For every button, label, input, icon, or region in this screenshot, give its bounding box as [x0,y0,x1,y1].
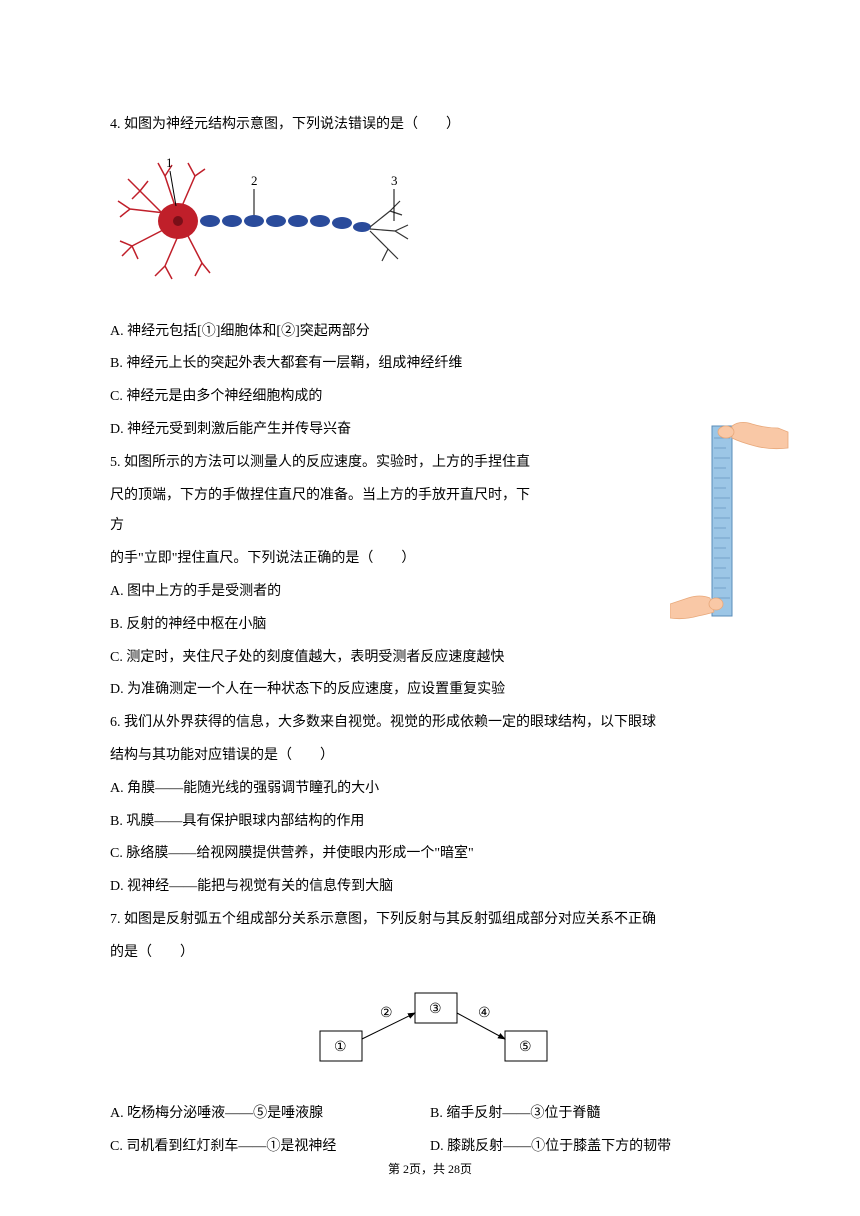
q6-stem-l2: 结构与其功能对应错误的是（ ） [110,741,750,772]
q5-stem-l1: 5. 如图所示的方法可以测量人的反应速度。实验时，上方的手捏住直 [110,448,530,479]
q5-diagram [670,418,790,636]
q4-text: 如图为神经元结构示意图，下列说法错误的是（ ） [124,117,460,132]
page-footer: 第 2页，共 28页 [0,1156,860,1182]
q5-num: 5. [110,455,121,470]
q4-option-a: A. 神经元包括[①]细胞体和[②]突起两部分 [110,317,750,348]
svg-text:⑤: ⑤ [519,1040,532,1055]
svg-text:③: ③ [429,1002,442,1017]
neuron-label-3: 3 [391,173,398,188]
q4-stem: 4. 如图为神经元结构示意图，下列说法错误的是（ ） [110,110,750,141]
svg-text:②: ② [380,1006,393,1021]
q4-diagram: 1 2 3 [110,151,750,299]
q6-option-d: D. 视神经——能把与视觉有关的信息传到大脑 [110,872,750,903]
q6-stem-l1: 6. 我们从外界获得的信息，大多数来自视觉。视觉的形成依赖一定的眼球结构，以下眼… [110,708,750,739]
q4-option-d: D. 神经元受到刺激后能产生并传导兴奋 [110,415,750,446]
q7-stem-l1: 7. 如图是反射弧五个组成部分关系示意图，下列反射与其反射弧组成部分对应关系不正… [110,905,750,936]
q7-stem-l2: 的是（ ） [110,938,750,969]
q5-stem-l3: 的手"立即"捏住直尺。下列说法正确的是（ ） [110,544,530,575]
q6-num: 6. [110,715,121,730]
q6-option-c: C. 脉络膜——给视网膜提供营养，并使眼内形成一个"暗室" [110,839,750,870]
q7-options-row1: A. 吃杨梅分泌唾液——⑤是唾液腺 B. 缩手反射——③位于脊髓 [110,1099,750,1132]
q6-option-b: B. 巩膜——具有保护眼球内部结构的作用 [110,807,750,838]
svg-text:④: ④ [478,1006,491,1021]
q6-option-a: A. 角膜——能随光线的强弱调节瞳孔的大小 [110,774,750,805]
svg-text:①: ① [334,1040,347,1055]
q7-option-b: B. 缩手反射——③位于脊髓 [430,1099,750,1130]
neuron-label-1: 1 [166,155,173,170]
q4-option-b: B. 神经元上长的突起外表大都套有一层鞘，组成神经纤维 [110,349,750,380]
q4-option-c: C. 神经元是由多个神经细胞构成的 [110,382,750,413]
q5-option-b: B. 反射的神经中枢在小脑 [110,610,530,641]
neuron-label-2: 2 [251,173,258,188]
q5-stem-l2: 尺的顶端，下方的手做捏住直尺的准备。当上方的手放开直尺时，下方 [110,481,530,543]
q7-num: 7. [110,912,121,927]
q7-diagram: ① ③ ⑤ ② ④ [110,983,750,1086]
q5-option-d: D. 为准确测定一个人在一种状态下的反应速度，应设置重复实验 [110,675,750,706]
q4-num: 4. [110,117,121,132]
q5-option-a: A. 图中上方的手是受测者的 [110,577,530,608]
q5-option-c: C. 测定时，夹住尺子处的刻度值越大，表明受测者反应速度越快 [110,643,750,674]
q7-option-a: A. 吃杨梅分泌唾液——⑤是唾液腺 [110,1099,430,1130]
